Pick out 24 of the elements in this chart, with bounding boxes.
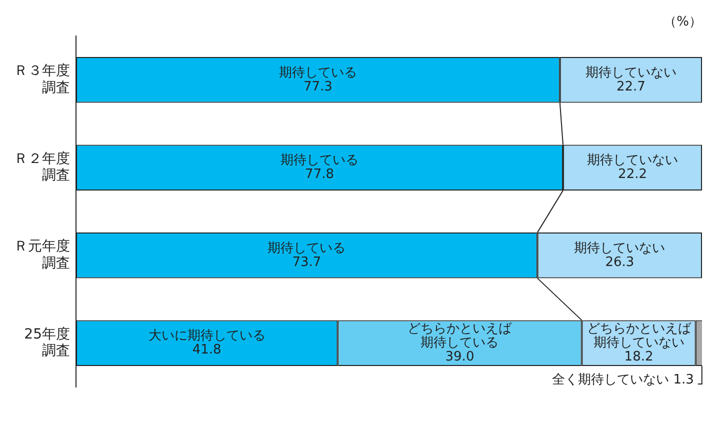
y-tick-label: 25年度調査 [24,326,70,360]
data-label: 41.8 [192,342,222,358]
data-label: 22.7 [616,79,646,94]
text: （%） [664,14,702,30]
data-label: 77.8 [305,167,334,182]
series-label: 期待していない [585,65,676,80]
series-label: 期待している [278,65,357,80]
data-label: 39.0 [445,350,474,364]
data-label: 22.2 [618,167,647,182]
series-label: 大いに期待している [148,328,266,344]
text: 期待している [268,240,346,256]
y-tick-label: Ｒ２年度調査 [14,150,70,184]
text: 全く期待していない 1.3 [552,372,694,388]
data-label: 77.3 [303,79,332,94]
text: 期待していない [587,153,678,168]
data-label: 26.3 [605,254,634,270]
y-tick-label: Ｒ元年度調査 [14,238,70,272]
series-label: どちらかといえば期待している [408,322,513,350]
y-tick-label: Ｒ３年度調査 [14,63,70,96]
text: 期待していない [574,240,666,256]
text: 期待している [280,153,359,168]
data-label: 73.7 [292,254,322,270]
series-label: どちらかといえば期待していない [586,322,692,350]
data-label: 18.2 [624,350,654,364]
